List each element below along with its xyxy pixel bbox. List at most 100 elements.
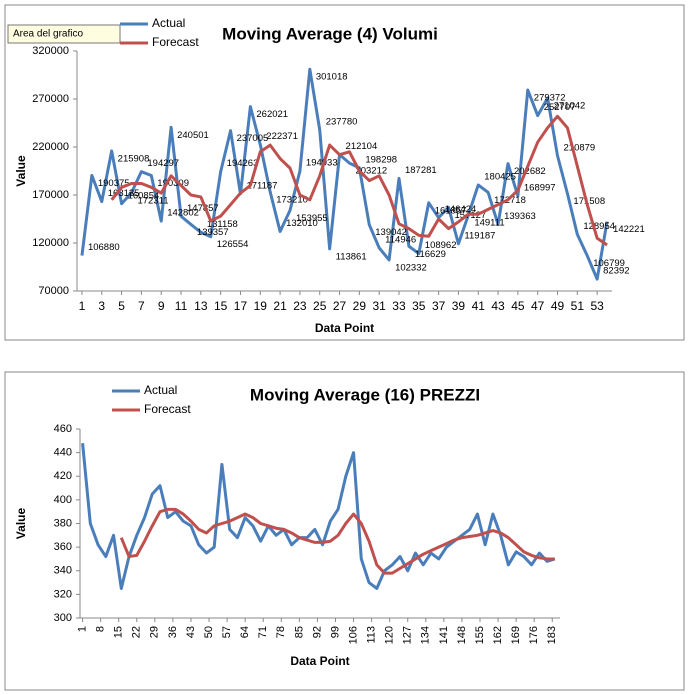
y-axis-title: Value xyxy=(14,508,28,540)
data-label: 146424 xyxy=(445,204,477,215)
data-label: 252707 xyxy=(544,102,576,113)
data-label: 194933 xyxy=(306,158,338,169)
x-axis-title: Data Point xyxy=(290,654,349,668)
y-tick-label: 270000 xyxy=(32,93,69,105)
series-line xyxy=(80,67,609,281)
data-label: 128954 xyxy=(583,221,615,232)
data-label: 168997 xyxy=(524,182,556,193)
x-tick-label: 162 xyxy=(492,626,504,644)
data-label: 194263 xyxy=(227,158,259,169)
y-tick-label: 460 xyxy=(54,423,72,435)
data-label: 119187 xyxy=(464,230,495,241)
data-label: 171508 xyxy=(573,196,605,207)
x-tick-label: 21 xyxy=(273,299,287,313)
data-label: 215908 xyxy=(118,153,150,164)
data-label: 139357 xyxy=(197,227,229,238)
series-line xyxy=(119,507,555,575)
x-tick-label: 64 xyxy=(239,626,251,638)
data-label: 139042 xyxy=(375,227,407,238)
chart-title: Moving Average (4) Volumi xyxy=(222,24,438,43)
x-tick-label: 23 xyxy=(293,299,307,313)
x-tick-label: 1 xyxy=(76,626,88,632)
x-tick-label: 92 xyxy=(311,626,323,638)
x-tick-label: 9 xyxy=(158,299,165,313)
data-label: 139363 xyxy=(504,211,536,222)
x-tick-label: 134 xyxy=(420,626,432,644)
data-label: 237780 xyxy=(326,116,358,127)
data-label: 171187 xyxy=(246,180,277,191)
x-tick-label: 3 xyxy=(98,299,105,313)
x-tick-label: 7 xyxy=(138,299,145,313)
x-tick-label: 15 xyxy=(113,626,125,638)
x-tick-label: 99 xyxy=(329,626,341,638)
x-tick-label: 29 xyxy=(353,299,367,313)
y-tick-label: 360 xyxy=(54,541,72,553)
x-axis-title: Data Point xyxy=(315,321,374,335)
y-tick-label: 220000 xyxy=(32,141,69,153)
x-tick-label: 19 xyxy=(254,299,268,313)
data-label: 237005 xyxy=(237,133,269,144)
x-tick-label: 27 xyxy=(333,299,347,313)
data-label: 113861 xyxy=(336,251,367,262)
data-label: 153955 xyxy=(296,213,328,224)
data-label: 262021 xyxy=(256,109,288,120)
series-line xyxy=(110,114,608,247)
data-label: 190375 xyxy=(98,178,130,189)
data-label: 161857 xyxy=(435,205,467,216)
x-tick-label: 13 xyxy=(194,299,208,313)
y-tick-label: 400 xyxy=(54,494,72,506)
data-label: 147857 xyxy=(187,203,219,214)
y-tick-label: 420 xyxy=(54,470,72,482)
y-tick-label: 300 xyxy=(54,612,72,624)
x-tick-label: 85 xyxy=(293,626,305,638)
data-label: 160854 xyxy=(128,190,160,201)
data-label: 149111 xyxy=(474,218,504,229)
x-tick-label: 36 xyxy=(167,626,179,638)
data-label: 132010 xyxy=(286,218,318,229)
chart-frame xyxy=(4,371,685,691)
x-tick-label: 37 xyxy=(432,299,446,313)
data-label: 190309 xyxy=(157,178,189,189)
x-tick-label: 39 xyxy=(452,299,466,313)
x-tick-label: 127 xyxy=(402,626,414,644)
data-label: 82392 xyxy=(603,266,629,277)
x-tick-label: 31 xyxy=(372,299,386,313)
chart-frame xyxy=(4,4,685,341)
x-tick-label: 50 xyxy=(203,626,215,638)
x-tick-label: 120 xyxy=(384,626,396,644)
x-tick-label: 78 xyxy=(275,626,287,638)
x-tick-label: 17 xyxy=(234,299,248,313)
x-tick-label: 71 xyxy=(257,626,269,638)
series-line xyxy=(81,443,556,590)
x-tick-label: 47 xyxy=(531,299,545,313)
x-tick-label: 155 xyxy=(474,626,486,644)
x-tick-label: 176 xyxy=(528,626,540,644)
y-tick-label: 380 xyxy=(54,517,72,529)
data-label: 172311 xyxy=(137,195,168,206)
legend-label: Actual xyxy=(152,16,185,30)
data-label: 172718 xyxy=(494,195,526,206)
x-tick-label: 57 xyxy=(221,626,233,638)
x-tick-label: 25 xyxy=(313,299,327,313)
data-label: 102332 xyxy=(395,262,427,273)
data-label: 194297 xyxy=(147,158,179,169)
y-tick-label: 170000 xyxy=(32,189,69,201)
x-tick-label: 35 xyxy=(412,299,426,313)
x-tick-label: 8 xyxy=(95,626,107,632)
data-label: 173210 xyxy=(276,194,308,205)
data-label: 240501 xyxy=(177,130,209,141)
data-label: 114946 xyxy=(385,234,416,245)
x-tick-label: 33 xyxy=(392,299,406,313)
data-label: 142802 xyxy=(167,208,199,219)
legend-label: Forecast xyxy=(152,35,199,49)
x-tick-label: 22 xyxy=(131,626,143,638)
x-tick-label: 106 xyxy=(347,626,359,644)
data-label: 187281 xyxy=(405,165,437,176)
data-label: 212104 xyxy=(346,141,378,152)
x-tick-label: 1 xyxy=(79,299,86,313)
data-label: 106799 xyxy=(593,258,625,269)
y-tick-label: 320000 xyxy=(32,45,69,57)
y-tick-label: 70000 xyxy=(38,285,69,297)
x-tick-label: 43 xyxy=(185,626,197,638)
